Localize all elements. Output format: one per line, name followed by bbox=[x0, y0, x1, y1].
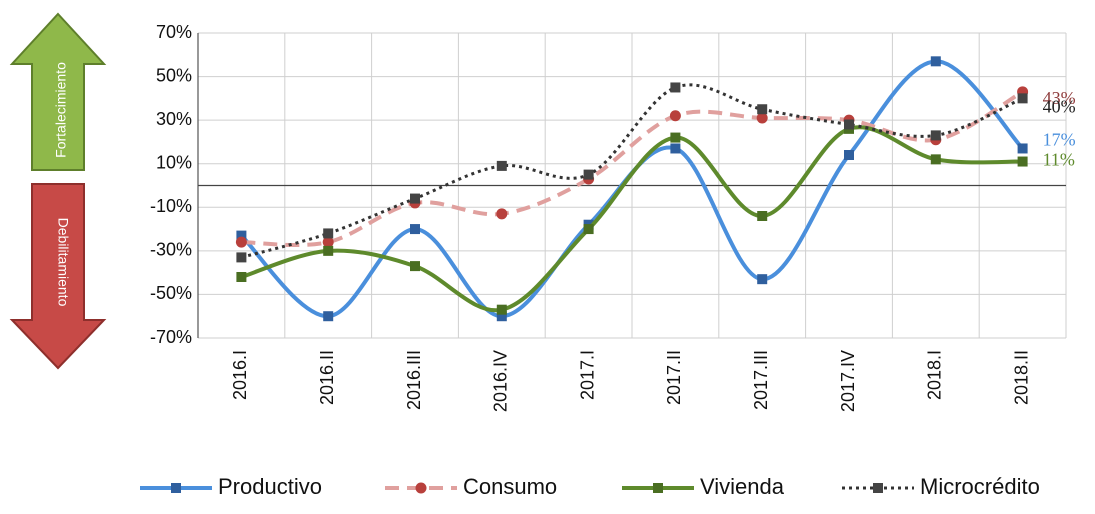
marker bbox=[410, 193, 420, 204]
marker bbox=[236, 272, 247, 282]
marker bbox=[410, 261, 420, 272]
value-label: 40% bbox=[1043, 96, 1076, 116]
y-tick-label: -70% bbox=[150, 327, 192, 347]
value-label: 17% bbox=[1043, 130, 1076, 150]
line bbox=[240, 125, 1023, 313]
y-tick-label: -30% bbox=[150, 240, 192, 260]
y-tick-label: 50% bbox=[156, 65, 192, 85]
legend-item: Vivienda bbox=[622, 474, 785, 499]
marker bbox=[930, 154, 941, 165]
legend-label: Productivo bbox=[218, 474, 322, 499]
x-tick-label: 2016.III bbox=[404, 350, 424, 410]
marker bbox=[757, 274, 768, 285]
x-tick-label: 2017.III bbox=[751, 350, 771, 410]
marker bbox=[757, 211, 768, 221]
marker bbox=[669, 110, 681, 122]
y-tick-label: -10% bbox=[150, 196, 192, 216]
legend-item: Microcrédito bbox=[842, 474, 1040, 499]
arrows: Fortalecimiento Debilitamiento bbox=[9, 12, 107, 370]
marker bbox=[415, 482, 427, 494]
marker bbox=[236, 230, 247, 241]
marker bbox=[171, 483, 181, 493]
marker bbox=[496, 304, 507, 315]
x-tick-label: 2018.II bbox=[1011, 350, 1031, 405]
legend-item: Consumo bbox=[385, 474, 557, 499]
marker bbox=[235, 236, 247, 248]
value-label: 43% bbox=[1043, 88, 1076, 108]
marker bbox=[323, 245, 334, 256]
marker bbox=[1017, 143, 1028, 154]
marker bbox=[756, 112, 768, 124]
series: 17% bbox=[236, 56, 1076, 322]
marker bbox=[583, 169, 594, 180]
series: 43% bbox=[235, 86, 1076, 248]
marker bbox=[323, 228, 334, 239]
marker bbox=[757, 104, 768, 115]
legend-label: Consumo bbox=[463, 474, 557, 499]
legend-label: Vivienda bbox=[700, 474, 785, 499]
marker bbox=[496, 311, 507, 322]
legend-item: Productivo bbox=[140, 474, 322, 499]
x-tick-label: 2017.II bbox=[664, 350, 684, 405]
marker bbox=[844, 119, 854, 130]
marker bbox=[496, 160, 507, 171]
marker bbox=[653, 483, 663, 493]
down-arrow bbox=[9, 183, 107, 370]
marker bbox=[410, 224, 420, 235]
up-arrow bbox=[9, 12, 107, 171]
x-tick-label: 2018.I bbox=[925, 350, 945, 400]
value-label: 11% bbox=[1043, 150, 1075, 170]
marker bbox=[1017, 93, 1028, 104]
marker bbox=[583, 224, 594, 235]
series: 40% bbox=[236, 82, 1076, 263]
marker bbox=[844, 150, 854, 160]
y-tick-label: 10% bbox=[156, 152, 192, 172]
annotation: Fortalecimiento bbox=[53, 62, 69, 158]
line bbox=[241, 90, 1024, 248]
x-tick-label: 2016.I bbox=[230, 350, 250, 400]
marker bbox=[670, 143, 681, 154]
marker bbox=[322, 236, 334, 248]
x-tick-label: 2016.II bbox=[317, 350, 337, 405]
marker bbox=[236, 252, 247, 263]
legend-label: Microcrédito bbox=[920, 474, 1040, 499]
y-tick-label: -50% bbox=[150, 283, 192, 303]
marker bbox=[670, 132, 681, 143]
marker bbox=[1017, 156, 1028, 167]
marker bbox=[496, 208, 508, 220]
x-tick-label: 2016.IV bbox=[491, 350, 511, 412]
x-tick-label: 2017.I bbox=[577, 350, 597, 400]
marker bbox=[873, 483, 883, 493]
x-tick-label: 2017.IV bbox=[838, 350, 858, 412]
y-tick-label: 70% bbox=[156, 22, 192, 42]
marker bbox=[670, 82, 681, 93]
marker bbox=[930, 56, 941, 67]
marker bbox=[930, 130, 941, 141]
line bbox=[241, 83, 1024, 259]
y-tick-label: 30% bbox=[156, 109, 192, 129]
marker bbox=[323, 311, 334, 322]
annotation: Debilitamiento bbox=[55, 218, 71, 307]
